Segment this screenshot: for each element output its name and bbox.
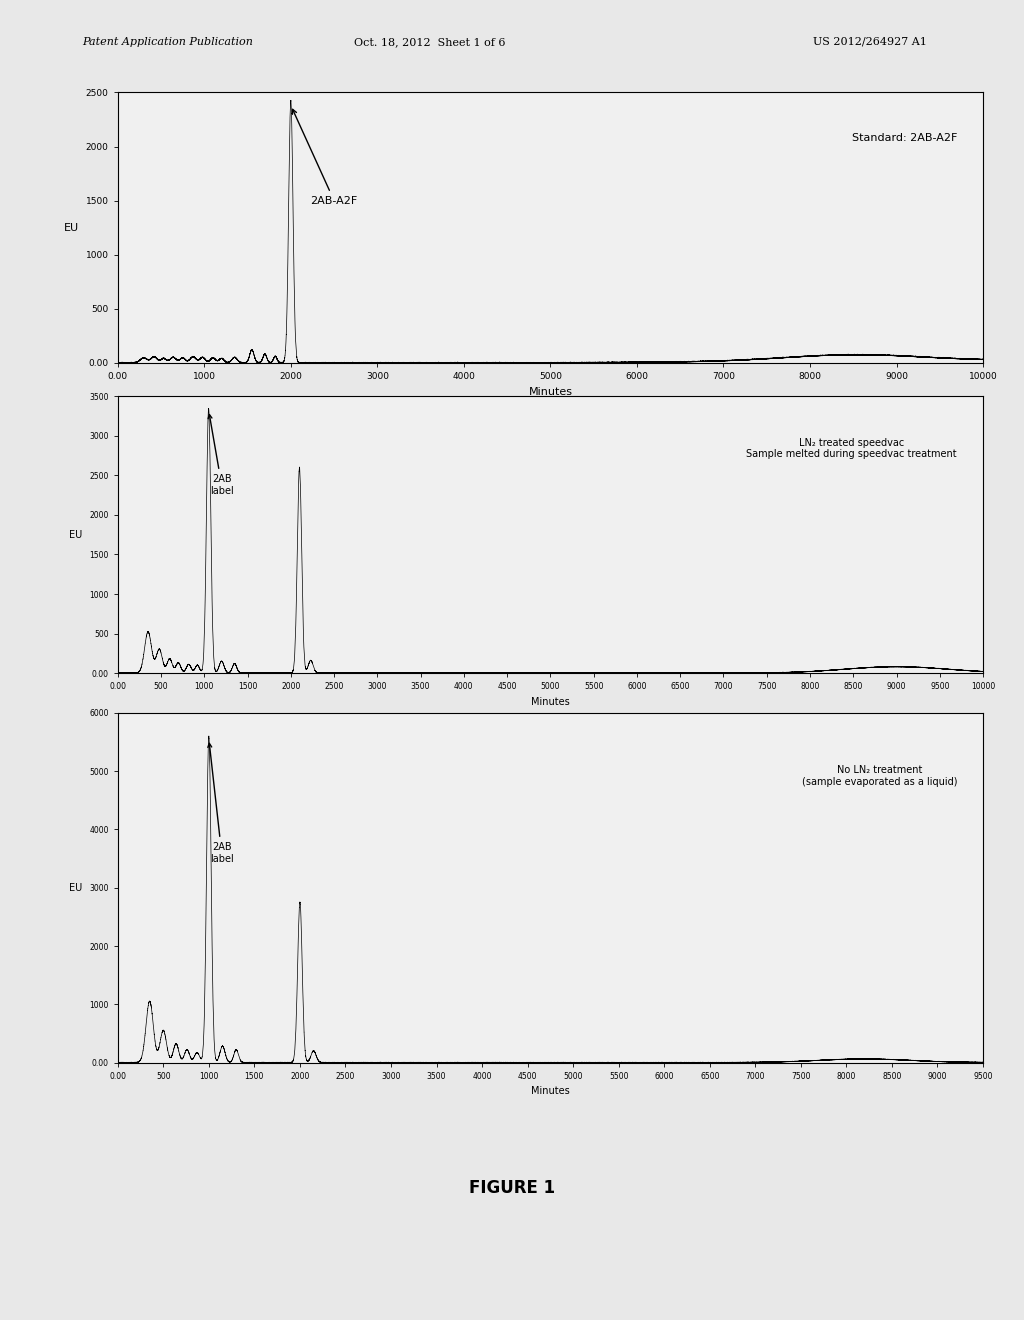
Y-axis label: EU: EU <box>65 223 80 232</box>
Text: Patent Application Publication: Patent Application Publication <box>82 37 253 48</box>
Text: Standard: 2AB-A2F: Standard: 2AB-A2F <box>852 133 957 143</box>
Text: 2AB
label: 2AB label <box>208 414 233 495</box>
Text: Oct. 18, 2012  Sheet 1 of 6: Oct. 18, 2012 Sheet 1 of 6 <box>354 37 506 48</box>
Text: 2AB
label: 2AB label <box>208 743 233 863</box>
Text: 2AB-A2F: 2AB-A2F <box>293 110 357 206</box>
X-axis label: Minutes: Minutes <box>531 697 569 706</box>
Text: FIGURE 1: FIGURE 1 <box>469 1179 555 1197</box>
Y-axis label: EU: EU <box>69 883 82 892</box>
Y-axis label: EU: EU <box>69 529 82 540</box>
Text: US 2012/264927 A1: US 2012/264927 A1 <box>813 37 928 48</box>
Text: LN₂ treated speedvac
Sample melted during speedvac treatment: LN₂ treated speedvac Sample melted durin… <box>746 438 957 459</box>
Text: No LN₂ treatment
(sample evaporated as a liquid): No LN₂ treatment (sample evaporated as a… <box>802 766 957 787</box>
X-axis label: Minutes: Minutes <box>531 1086 569 1096</box>
X-axis label: Minutes: Minutes <box>528 387 572 396</box>
